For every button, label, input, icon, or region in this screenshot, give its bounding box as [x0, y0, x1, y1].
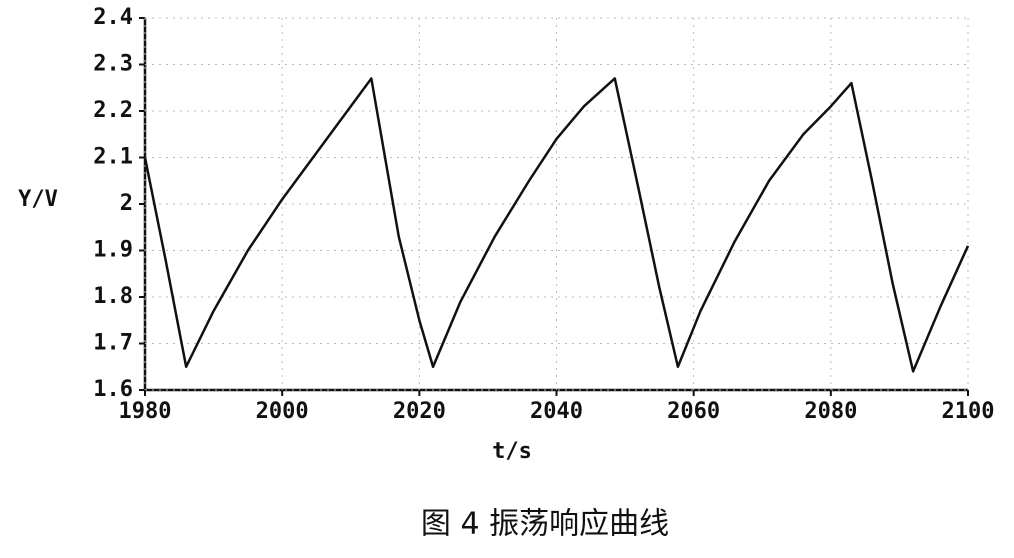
y-tick-label: 2.3 — [93, 52, 133, 77]
y-tick-label: 1.9 — [93, 238, 133, 263]
y-tick-label: 2.1 — [93, 145, 133, 170]
x-tick-label: 2000 — [256, 399, 309, 424]
y-tick-label: 1.6 — [93, 377, 133, 402]
data-line — [143, 77, 970, 373]
y-tick-label: 1.7 — [93, 331, 133, 356]
x-tick-label: 2060 — [667, 399, 720, 424]
y-tick-label: 2.4 — [93, 5, 133, 30]
x-tick-label: 1980 — [119, 399, 172, 424]
y-tick-label: 2.2 — [93, 98, 133, 123]
y-axis-label: Y/V — [18, 187, 58, 212]
caption: 图 4 振荡响应曲线 — [421, 507, 669, 542]
x-tick-label: 2040 — [530, 399, 583, 424]
y-tick-label: 1.8 — [93, 284, 133, 309]
x-tick-label: 2080 — [804, 399, 857, 424]
x-tick-label: 2020 — [393, 399, 446, 424]
x-tick-label: 2100 — [942, 399, 995, 424]
y-tick-label: 2 — [120, 191, 133, 216]
x-axis-label: t/s — [492, 439, 532, 464]
